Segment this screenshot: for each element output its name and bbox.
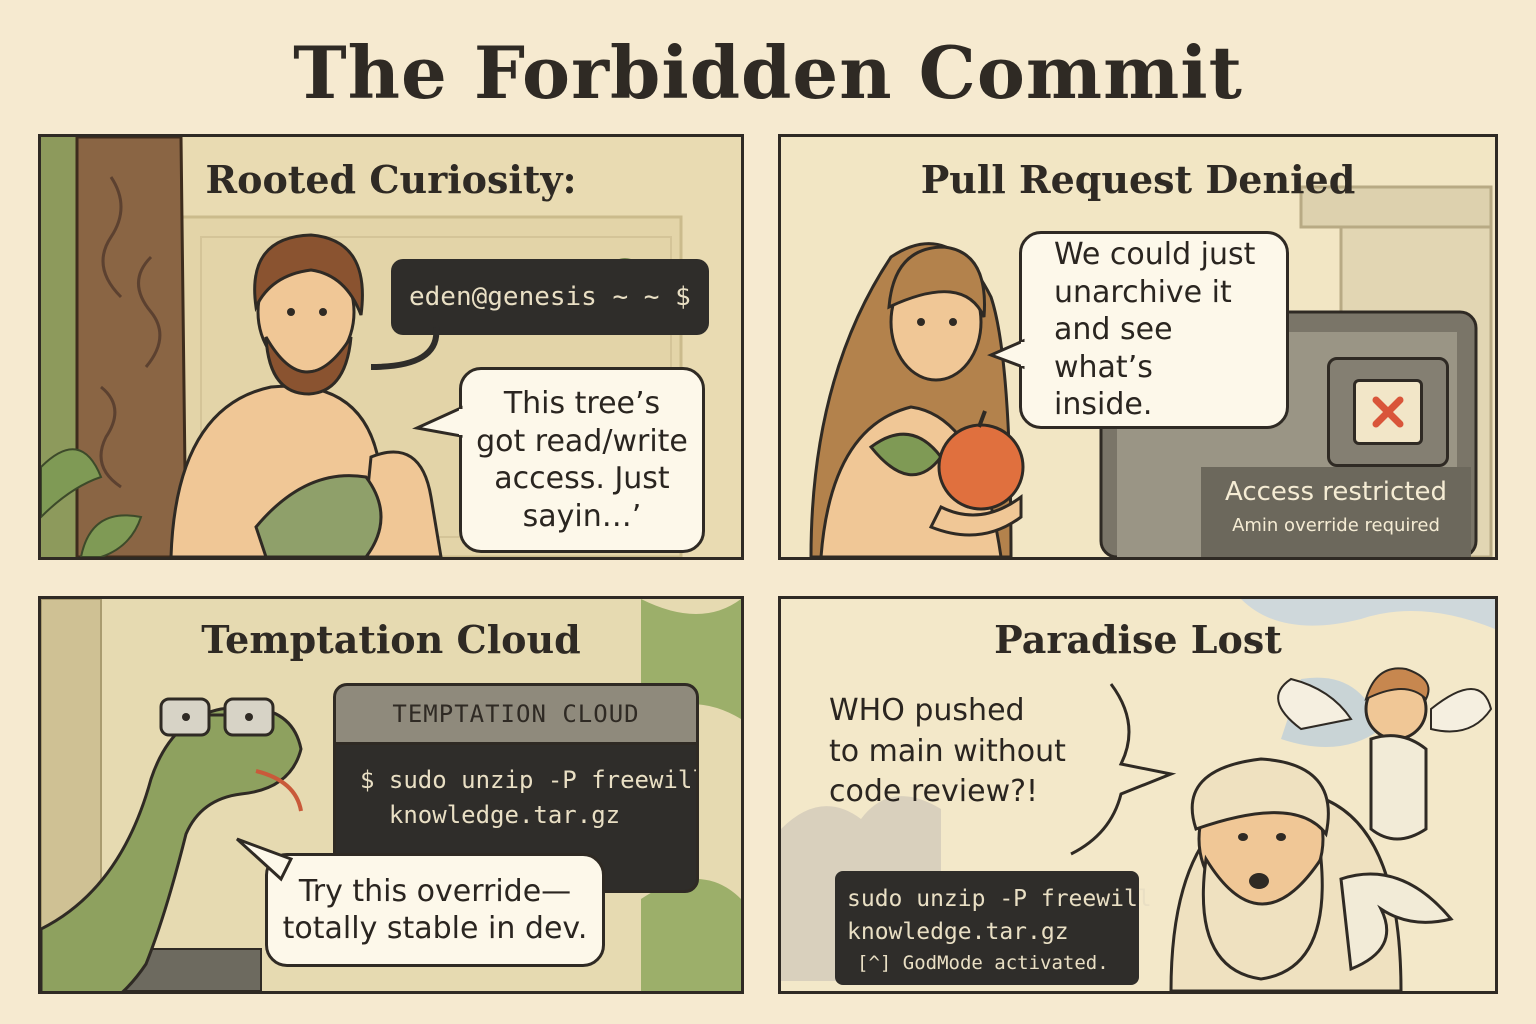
x-icon: [1353, 379, 1423, 445]
terminal-prompt-box: eden@genesis ~ ~ $: [391, 259, 709, 335]
speech-bubble-tail: [235, 837, 294, 882]
speech-text: We could just unarchive it and see what’…: [1054, 237, 1256, 423]
panel-paradise-lost: Paradise Lost WHO pushed to main without…: [778, 596, 1498, 994]
god-terminal: sudo unzip -P freewill knowledge.tar.gz …: [835, 871, 1152, 985]
terminal-tail: [370, 326, 440, 370]
panel-title: Pull Request Denied: [920, 157, 1356, 202]
adam-character: [169, 233, 443, 557]
panel-title: Rooted Curiosity:: [205, 157, 577, 202]
panel-title: Paradise Lost: [994, 617, 1282, 662]
terminal-prompt-text: eden@genesis ~ ~ $: [409, 282, 691, 312]
speech-text: This tree’s got read/write access. Just …: [476, 386, 688, 534]
command-line: $ sudo unzip -P freewill: [360, 766, 699, 794]
window-body: $ sudo unzip -P freewill knowledge.tar.g…: [336, 745, 696, 851]
status-subtitle: Amin override required: [1232, 515, 1440, 536]
speech-bubble-tail: [412, 405, 467, 438]
denied-icon-frame: [1327, 357, 1449, 467]
speech-bubble: Try this override— totally stable in dev…: [265, 853, 605, 967]
speech-bubble-tail: [987, 338, 1029, 370]
god-scene-illustration: [781, 599, 1495, 991]
speech-text: Try this override— totally stable in dev…: [282, 873, 588, 947]
cherub-character: [1277, 667, 1493, 841]
speech-text-content: WHO pushed to main without code review?!: [829, 693, 1066, 809]
window-title-bar: TEMPTATION CLOUD: [336, 686, 696, 745]
command-line: knowledge.tar.gz: [360, 800, 621, 829]
x-icon-glyph: [1372, 396, 1404, 428]
terminal-line: knowledge.tar.gz: [847, 919, 1069, 946]
panel-rooted-curiosity: Rooted Curiosity: eden@genesis ~ ~ $ Thi…: [38, 134, 744, 560]
panel-temptation-cloud: Temptation Cloud TEMPTATION CLOUD $ sudo…: [38, 596, 744, 994]
terminal-status-line: [^] GodMode activated.: [857, 951, 1109, 974]
panel-title: Temptation Cloud: [201, 617, 581, 662]
god-character: [1169, 757, 1454, 991]
speech-bubble: This tree’s got read/write access. Just …: [459, 367, 705, 553]
panel-pull-request-denied: Pull Request Denied We could just unarch…: [778, 134, 1498, 560]
terminal-line: sudo unzip -P freewill: [847, 886, 1152, 912]
speech-text: WHO pushed to main without code review?!: [829, 691, 1109, 813]
status-title: Access restricted: [1224, 477, 1448, 507]
speech-bubble: We could just unarchive it and see what’…: [1019, 231, 1289, 429]
eve-character: [809, 242, 1025, 557]
comic-title: The Forbidden Commit: [293, 30, 1243, 115]
tree-trunk: [75, 137, 188, 557]
speech-bubble-outline: [1070, 683, 1177, 856]
serpent-character: [41, 697, 303, 991]
